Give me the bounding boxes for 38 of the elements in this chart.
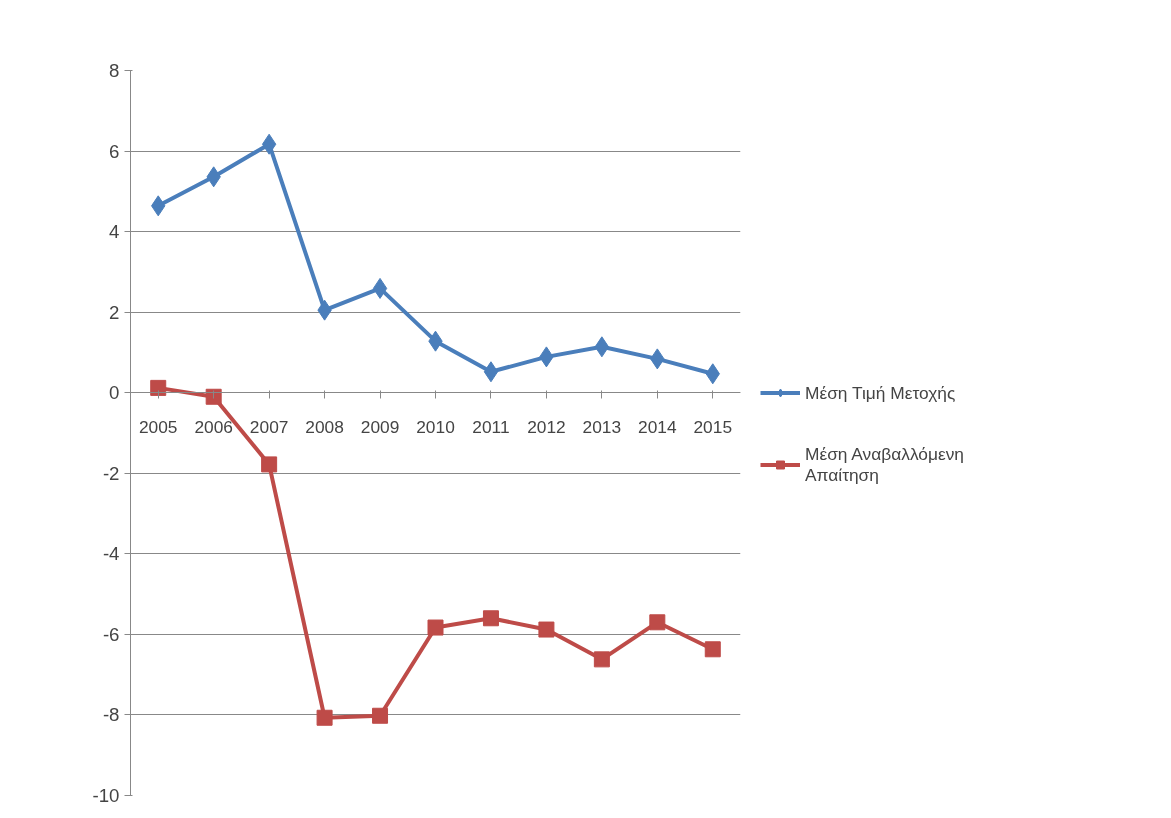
point	[538, 621, 555, 638]
x-tick-label: 2012	[527, 416, 566, 437]
x-tick-label: 2013	[582, 416, 622, 437]
x-tick-label: 2009	[360, 416, 400, 437]
point	[594, 336, 610, 358]
y-tick-label: -6	[102, 623, 120, 645]
point	[372, 277, 388, 299]
y-tick-label: 6	[109, 140, 120, 162]
y-tick-label: 8	[109, 60, 120, 81]
point	[261, 456, 278, 473]
x-tick-label: 2011	[472, 416, 510, 437]
y-tick-label: -8	[102, 704, 120, 726]
point	[482, 610, 499, 627]
point	[150, 379, 167, 396]
point	[261, 133, 277, 155]
point	[649, 614, 666, 631]
legend-label: Μέση Αναβαλλόμενη Απαίτηση	[805, 443, 964, 485]
x-tick-label: 2008	[305, 416, 344, 437]
x-tick-label: 2014	[638, 416, 677, 437]
point	[427, 619, 444, 636]
y-tick-label: 4	[109, 221, 120, 243]
y-tick-label: -4	[102, 543, 120, 565]
point	[704, 641, 721, 658]
y-tick-label: 2	[109, 301, 120, 323]
y-tick-label: -2	[102, 462, 120, 484]
point	[593, 651, 610, 668]
x-tick-label: 2015	[693, 416, 733, 437]
point	[372, 707, 389, 724]
x-tick-label: 2005	[138, 416, 178, 437]
legend-label: Μέση Τιμή Μετοχής	[805, 382, 956, 403]
y-tick-label: -10	[92, 785, 120, 806]
point	[483, 361, 499, 383]
point	[205, 388, 222, 405]
point	[316, 709, 333, 726]
y-tick-label: 0	[109, 382, 120, 404]
x-tick-label: 2007	[249, 416, 289, 437]
x-tick-label: 2010	[416, 416, 455, 437]
x-tick-label: 2006	[194, 416, 233, 437]
